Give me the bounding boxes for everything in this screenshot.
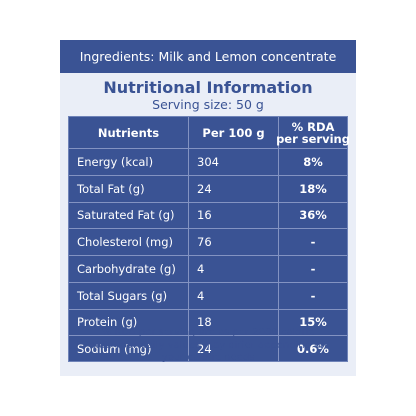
- serving-size: Serving size: 50 g: [152, 97, 264, 112]
- footnote-line: diet, your daily values may differ depen…: [89, 339, 327, 351]
- ingredients-banner: Ingredients: Milk and Lemon concentrate: [60, 40, 356, 73]
- header-rda-line2: per serving: [276, 131, 350, 146]
- nutrient-per-100g: 76: [189, 229, 279, 256]
- nutrient-rda: 8%: [279, 149, 347, 176]
- table-row: Sodium (mg) 24 0.6%: [69, 336, 347, 361]
- nutrient-rda: 15%: [279, 310, 347, 337]
- table-row: Total Sugars (g) 4 -: [69, 282, 347, 310]
- table-row: Total Fat (g) 24 18%: [69, 175, 347, 203]
- nutrient-rda: -: [279, 229, 347, 256]
- nutrient-per-100g: 304: [189, 149, 279, 176]
- nutrient-name: Cholesterol (mg): [69, 229, 189, 256]
- footnote-line: % RDA per serving are as per 2000 calori…: [101, 327, 315, 338]
- nutrition-table: Nutrients Per 100 g % RDA per serving En…: [68, 116, 350, 362]
- table-row: Saturated Fat (g) 16 36%: [69, 202, 347, 230]
- nutrient-per-100g: 16: [189, 202, 279, 230]
- header-per-100g: Per 100 g: [189, 117, 279, 149]
- nutrient-per-100g: 18: [189, 309, 279, 337]
- nutrient-rda: 0.6%: [297, 341, 329, 356]
- nutrient-rda: -: [279, 283, 347, 310]
- table-row: Cholesterol (mg) 76 -: [69, 229, 347, 256]
- rda-footnote: % RDA per serving are as per 2000 calori…: [60, 327, 356, 365]
- nutrient-per-100g: 24: [189, 336, 279, 361]
- nutrient-rda: 18%: [279, 176, 347, 203]
- table-row: Protein (g) 18 15%: [69, 309, 347, 337]
- nutrient-name: Total Sugars (g): [69, 282, 189, 310]
- table-row: Energy (kcal) 304 8%: [69, 149, 347, 176]
- nutrient-per-100g: 4: [189, 256, 279, 283]
- nutrient-name: Carbohydrate (g): [69, 256, 189, 283]
- nutrient-rda: -: [279, 256, 347, 283]
- nutrient-name: Energy (kcal): [69, 149, 189, 176]
- table-row: Carbohydrate (g) 4 -: [69, 256, 347, 283]
- nutrient-name: Protein (g): [69, 309, 189, 337]
- nutrient-rda: 36%: [279, 203, 347, 230]
- nutrition-label: Ingredients: Milk and Lemon concentrate …: [60, 40, 356, 376]
- nutrient-name: Saturated Fat (g): [69, 202, 189, 230]
- footnote-line: your calorie needs: [161, 352, 255, 363]
- nutrient-per-100g: 4: [189, 282, 279, 310]
- header-rda: % RDA per serving: [276, 117, 350, 149]
- nutrient-name: Sodium (mg): [69, 336, 189, 361]
- header-rda-line1: % RDA: [291, 119, 335, 134]
- nutrient-per-100g: 24: [189, 175, 279, 203]
- nutrient-name: Total Fat (g): [69, 175, 189, 203]
- header-nutrients: Nutrients: [69, 117, 189, 149]
- label-title: Nutritional Information: [103, 78, 313, 97]
- table-header-row: Nutrients Per 100 g % RDA per serving: [69, 117, 350, 149]
